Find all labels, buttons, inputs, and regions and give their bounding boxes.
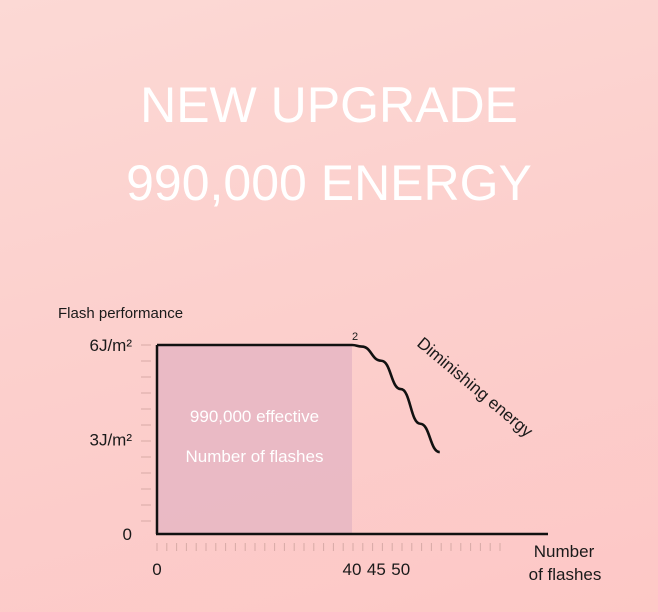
x-tick-label: 0 [152, 560, 161, 579]
x-tick-label: 45 [367, 560, 386, 579]
diminishing-energy-annotation: Diminishing energy [413, 334, 536, 442]
x-tick-label: 40 [343, 560, 362, 579]
y-axis-label: Flash performance [58, 305, 183, 322]
x-axis-label-line-1: Number [534, 542, 595, 561]
y-minor-ticks [141, 344, 151, 522]
y-tick-label: 6J/m² [90, 336, 133, 355]
effective-flashes-region [157, 345, 352, 534]
x-minor-ticks [156, 543, 501, 551]
headline-line-2: 990,000 ENERGY [126, 155, 532, 211]
headline-line-1: NEW UPGRADE [140, 77, 518, 133]
energy-curve [156, 343, 441, 454]
region-label-line-2: Number of flashes [186, 447, 324, 466]
x-axis-label-line-2: of flashes [529, 565, 602, 584]
y-tick-label: 3J/m² [90, 431, 133, 450]
x-tick-label: 50 [391, 560, 410, 579]
y-tick-label: 0 [123, 525, 132, 544]
region-label-line-1: 990,000 effective [190, 407, 319, 426]
knee-point-annotation: 2 [352, 331, 358, 343]
